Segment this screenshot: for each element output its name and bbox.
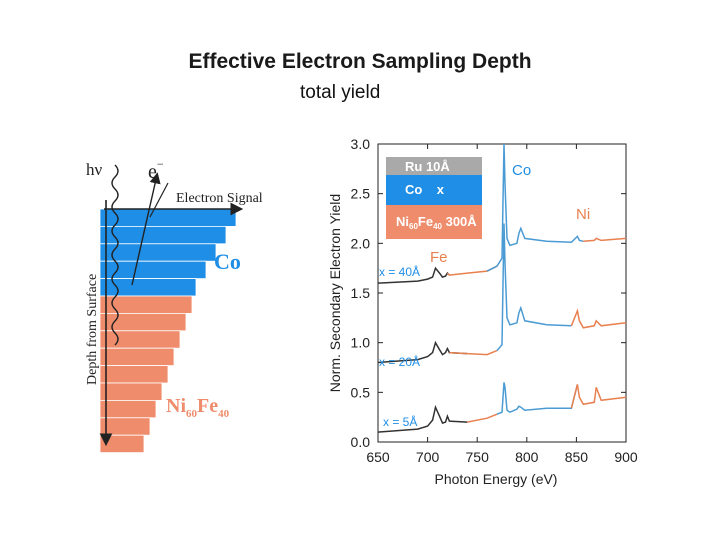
inset-ru-layer xyxy=(386,157,482,175)
co-step xyxy=(99,208,237,227)
nife-step xyxy=(99,417,151,436)
nife-step xyxy=(99,330,181,349)
slide-subtitle: total yield xyxy=(300,82,381,103)
series-line-5Å xyxy=(496,382,579,415)
depth-axis-label: Depth from Surface xyxy=(85,274,100,385)
electron-escape-arrow-2 xyxy=(149,182,169,218)
photon-wave-icon xyxy=(111,164,119,346)
series-line-20Å xyxy=(570,308,627,329)
y-tick-label: 2.0 xyxy=(351,235,371,251)
x-tick-label: 750 xyxy=(466,449,490,465)
photon-label: hν xyxy=(86,160,103,179)
x-tick-label: 850 xyxy=(565,449,589,465)
slide-title: Effective Electron Sampling Depth xyxy=(188,50,532,73)
series-line-40Å xyxy=(377,266,450,284)
annotation-co: Co xyxy=(512,162,531,179)
inset-nife-label: Ni60Fe40 300Å xyxy=(396,214,477,231)
layer-stack-inset: Ru 10Å Co x Ni60Fe40 300Å xyxy=(386,157,482,239)
y-tick-label: 2.5 xyxy=(351,186,371,202)
series-line-40Å xyxy=(486,143,584,272)
series-line-40Å xyxy=(583,237,627,243)
nife-step xyxy=(99,312,187,332)
x-tick-label: 900 xyxy=(614,449,638,465)
series-line-20Å xyxy=(496,223,572,352)
annotation-x5: x = 5Å xyxy=(383,414,417,429)
x-tick-label: 650 xyxy=(366,449,390,465)
nife-step xyxy=(99,382,163,401)
co-step xyxy=(99,226,227,245)
series-line-5Å xyxy=(467,413,498,423)
annotation-x40: x = 40Å xyxy=(379,264,420,279)
inset-co-label: Co x xyxy=(405,182,445,197)
y-tick-label: 3.0 xyxy=(351,136,371,152)
inset-ru-label: Ru 10Å xyxy=(405,159,450,174)
co-step xyxy=(99,260,207,279)
yield-chart: 650 700 750 800 850 9000.00.51.01.52.02.53.0 … xyxy=(327,136,638,487)
y-tick-label: 1.5 xyxy=(351,285,371,301)
electron-escape-arrow xyxy=(131,172,161,286)
nife-step xyxy=(99,347,175,366)
y-tick-label: 0.5 xyxy=(351,384,371,400)
co-step xyxy=(99,278,197,297)
co-layer-label: Co xyxy=(214,249,241,274)
annotation-fe: Fe xyxy=(430,249,448,266)
y-axis-label: Norm. Secondary Electron Yield xyxy=(327,194,343,392)
annotation-x20: x = 20Å xyxy=(379,354,420,369)
inset-nife-layer xyxy=(386,205,482,239)
electron-signal-label: Electron Signal xyxy=(176,191,263,206)
x-tick-label: 700 xyxy=(416,449,440,465)
series-line-20Å xyxy=(377,340,468,364)
annotation-ni: Ni xyxy=(576,206,590,223)
nife-step xyxy=(99,399,157,419)
y-tick-label: 1.0 xyxy=(351,335,371,351)
sampling-depth-schematic: hν e− Electron Signal Co Ni60Fe40 Depth … xyxy=(85,157,263,454)
nife-step xyxy=(99,365,169,384)
series-line-20Å xyxy=(449,349,498,356)
co-layer-staircase xyxy=(99,208,237,297)
electron-label: e− xyxy=(148,157,164,183)
series-line-5Å xyxy=(570,384,627,409)
x-tick-label: 800 xyxy=(515,449,539,465)
y-tick-label: 0.0 xyxy=(351,434,371,450)
inset-co-layer xyxy=(386,175,482,205)
x-axis-label: Photon Energy (eV) xyxy=(435,471,558,487)
nife-layer-staircase xyxy=(99,295,193,454)
series-line-5Å xyxy=(377,404,468,433)
nife-layer-label: Ni60Fe40 xyxy=(166,395,230,420)
